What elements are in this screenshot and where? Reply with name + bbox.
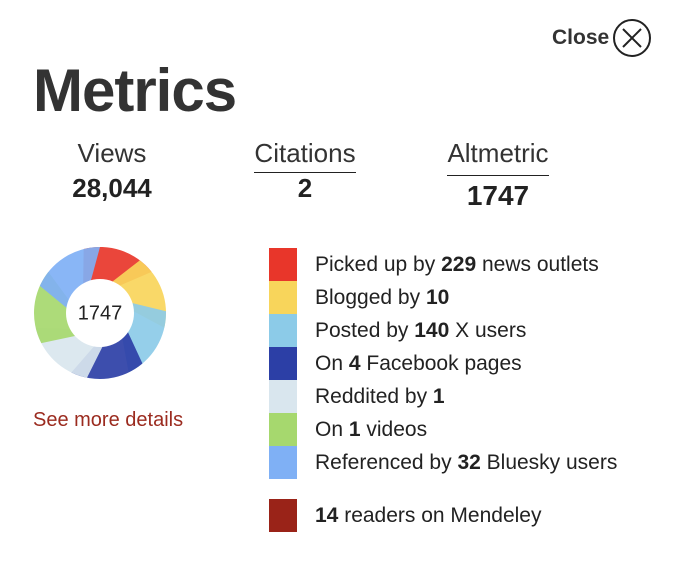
source-row: On 1 videos: [269, 413, 427, 446]
source-prefix: Posted by: [315, 318, 409, 342]
source-prefix: Blogged by: [315, 285, 421, 309]
source-text: On 4 Facebook pages: [315, 352, 522, 376]
source-text: Blogged by 10: [315, 286, 449, 310]
color-swatch: [269, 499, 297, 532]
source-prefix: On: [315, 351, 344, 375]
stat: Altmetric 1747: [408, 138, 588, 212]
source-row: Referenced by 32 Bluesky users: [269, 446, 617, 479]
source-count: 14: [315, 503, 339, 527]
source-count: 140: [414, 318, 450, 342]
source-suffix: Facebook pages: [366, 351, 522, 375]
close-label[interactable]: Close: [552, 26, 610, 49]
source-row: Picked up by 229 news outlets: [269, 248, 599, 281]
source-suffix: readers on Mendeley: [344, 503, 542, 527]
color-swatch: [269, 281, 297, 314]
stat-value: 2: [297, 173, 313, 203]
stat-value: 28,044: [72, 173, 152, 203]
source-text: Referenced by 32 Bluesky users: [315, 451, 617, 475]
source-text: Picked up by 229 news outlets: [315, 253, 599, 277]
donut-segment: [39, 247, 100, 311]
source-count: 4: [348, 351, 361, 375]
stat-label[interactable]: Citations: [254, 138, 356, 173]
close-icon[interactable]: [612, 18, 652, 58]
page-title: Metrics: [33, 57, 237, 124]
stat: Views 28,044: [22, 138, 202, 204]
stat-value: 1747: [466, 180, 530, 211]
source-prefix: On: [315, 417, 344, 441]
source-count: 229: [441, 252, 477, 276]
source-text: 14 readers on Mendeley: [315, 504, 542, 528]
source-row: Reddited by 1: [269, 380, 445, 413]
source-row: 14 readers on Mendeley: [269, 499, 542, 532]
source-prefix: Reddited by: [315, 384, 428, 408]
source-text: Posted by 140 X users: [315, 319, 526, 343]
source-count: 1: [348, 417, 361, 441]
donut-score: 1747: [78, 302, 123, 324]
source-count: 10: [425, 285, 450, 309]
source-row: Blogged by 10: [269, 281, 449, 314]
source-prefix: Picked up by: [315, 252, 436, 276]
color-swatch: [269, 314, 297, 347]
color-swatch: [269, 446, 297, 479]
stat-label[interactable]: Altmetric: [447, 138, 549, 176]
source-suffix: Bluesky users: [486, 450, 618, 474]
source-suffix: news outlets: [481, 252, 599, 276]
stat-label: Views: [77, 138, 147, 168]
source-count: 32: [457, 450, 481, 474]
source-suffix: X users: [455, 318, 527, 342]
source-row: Posted by 140 X users: [269, 314, 526, 347]
color-swatch: [269, 413, 297, 446]
source-suffix: videos: [366, 417, 428, 441]
color-swatch: [269, 380, 297, 413]
source-prefix: Referenced by: [315, 450, 452, 474]
details-link[interactable]: See more details: [33, 409, 184, 431]
source-text: On 1 videos: [315, 418, 427, 442]
color-swatch: [269, 347, 297, 380]
source-text: Reddited by 1: [315, 385, 445, 409]
color-swatch: [269, 248, 297, 281]
source-row: On 4 Facebook pages: [269, 347, 522, 380]
altmetric-donut[interactable]: 1747: [30, 243, 170, 383]
stat: Citations 2: [215, 138, 395, 204]
source-count: 1: [432, 384, 445, 408]
